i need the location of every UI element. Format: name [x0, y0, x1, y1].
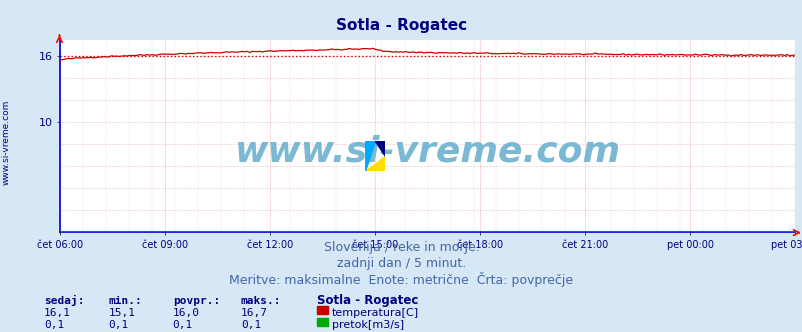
- Text: 0,1: 0,1: [241, 320, 261, 330]
- Text: Meritve: maksimalne  Enote: metrične  Črta: povprečje: Meritve: maksimalne Enote: metrične Črta…: [229, 272, 573, 287]
- Text: 0,1: 0,1: [108, 320, 128, 330]
- Polygon shape: [365, 141, 375, 171]
- Text: Sotla - Rogatec: Sotla - Rogatec: [335, 18, 467, 33]
- Text: 15,1: 15,1: [108, 308, 136, 318]
- Text: povpr.:: povpr.:: [172, 296, 220, 306]
- Text: 16,0: 16,0: [172, 308, 200, 318]
- Text: Slovenija / reke in morje.: Slovenija / reke in morje.: [323, 241, 479, 254]
- Text: maks.:: maks.:: [241, 296, 281, 306]
- Text: pretok[m3/s]: pretok[m3/s]: [331, 320, 403, 330]
- Text: 0,1: 0,1: [172, 320, 192, 330]
- Polygon shape: [365, 156, 385, 171]
- Text: zadnji dan / 5 minut.: zadnji dan / 5 minut.: [337, 257, 465, 270]
- Text: Sotla - Rogatec: Sotla - Rogatec: [317, 294, 418, 307]
- Text: temperatura[C]: temperatura[C]: [331, 308, 418, 318]
- Text: sedaj:: sedaj:: [44, 295, 84, 306]
- Polygon shape: [375, 141, 385, 156]
- Text: min.:: min.:: [108, 296, 142, 306]
- Text: 16,7: 16,7: [241, 308, 268, 318]
- Text: 16,1: 16,1: [44, 308, 71, 318]
- Text: www.si-vreme.com: www.si-vreme.com: [2, 100, 11, 186]
- Text: 0,1: 0,1: [44, 320, 64, 330]
- Text: www.si-vreme.com: www.si-vreme.com: [234, 134, 620, 169]
